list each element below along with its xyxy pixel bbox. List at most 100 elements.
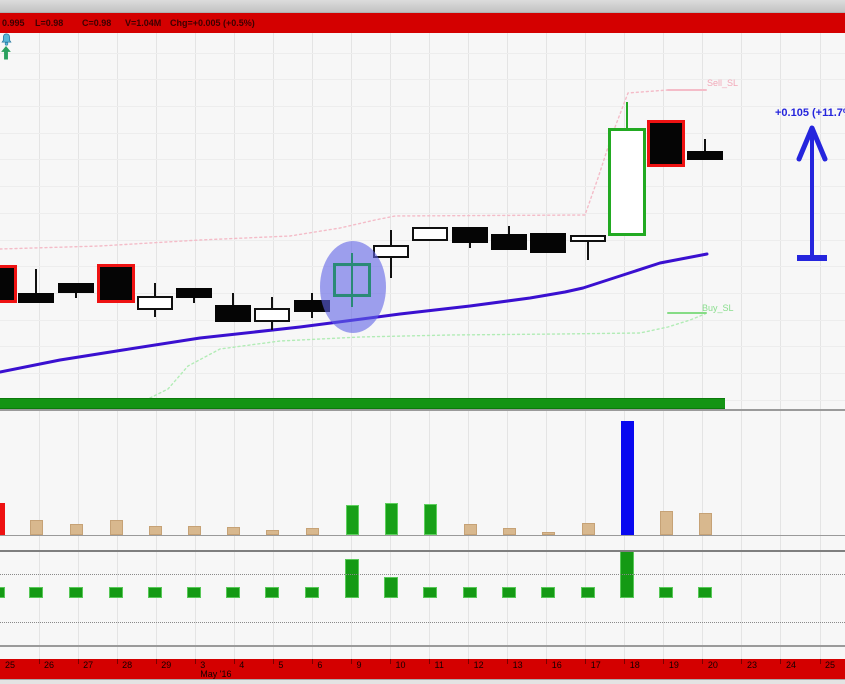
axis-tick	[507, 659, 509, 664]
volume-bar	[265, 530, 279, 535]
separator-axis-top	[0, 645, 845, 647]
date-label: 3	[200, 660, 206, 670]
candle-wick	[704, 139, 706, 160]
candle-12-down	[452, 227, 488, 243]
axis-tick	[819, 659, 821, 664]
candle-25-down	[0, 265, 17, 303]
indicator-bar	[29, 587, 43, 598]
date-label: 24	[786, 660, 797, 670]
move-annotation-label: +0.105 (+11.7%	[775, 107, 845, 119]
gridline	[741, 33, 743, 659]
volume-bar	[620, 421, 634, 535]
volume-bar	[29, 520, 43, 535]
candle-29-up	[137, 296, 173, 310]
date-label: 6	[317, 660, 323, 670]
indicator-bar	[109, 587, 123, 598]
date-label: 13	[512, 660, 523, 670]
date-label: 28	[122, 660, 133, 670]
candle-4-down	[215, 305, 251, 322]
ticker-item: Chg=+0.005 (+0.5%)	[170, 18, 255, 28]
indicator-lower-dotted-line	[0, 622, 845, 623]
axis-tick	[663, 659, 665, 664]
separator-volume-baseline	[0, 535, 845, 536]
indicator-bar	[581, 587, 595, 598]
candle-18-up	[608, 128, 646, 236]
indicator-bar	[423, 587, 437, 598]
volume-bar	[581, 523, 595, 535]
gridline	[0, 79, 845, 81]
axis-tick	[741, 659, 743, 664]
date-label: 17	[590, 660, 601, 670]
candle-28-down	[97, 264, 135, 303]
gridline	[819, 33, 821, 659]
candle-5-up	[254, 308, 290, 322]
indicator-bar	[187, 587, 201, 598]
price-chart-pane[interactable]	[0, 33, 845, 410]
date-label: 19	[668, 660, 679, 670]
date-label: 25	[825, 660, 836, 670]
date-label: 27	[83, 660, 94, 670]
indicator-bar	[305, 587, 319, 598]
volume-bar	[0, 503, 5, 535]
date-label: 10	[395, 660, 406, 670]
month-label: May '16	[200, 669, 232, 679]
indicator-bar	[659, 587, 673, 598]
indicator-bar	[698, 587, 712, 598]
indicator-bar	[265, 587, 279, 598]
ticker-item: 0.995	[2, 18, 25, 28]
date-label: 18	[629, 660, 640, 670]
volume-bar	[109, 520, 123, 535]
gridline	[780, 33, 782, 659]
volume-bar	[502, 528, 516, 535]
alert-bell-icon[interactable]	[0, 33, 13, 46]
axis-tick	[77, 659, 79, 664]
axis-tick	[468, 659, 470, 664]
date-axis[interactable]: 25 26 27 28 29 3 May '16 4 5 6 9 10 11 12 13 16 17 18 19 20…	[0, 659, 845, 679]
volume-bar	[541, 532, 555, 535]
date-label: 25	[5, 660, 16, 670]
axis-tick	[233, 659, 235, 664]
date-label: 5	[278, 660, 284, 670]
axis-tick	[624, 659, 626, 664]
separator-band-bottom	[0, 409, 845, 411]
indicator-bar	[0, 587, 5, 598]
axis-tick	[702, 659, 704, 664]
volume-bar	[69, 524, 83, 535]
date-label: 23	[746, 660, 757, 670]
axis-tick	[116, 659, 118, 664]
candle-20-down	[687, 151, 723, 160]
axis-tick	[350, 659, 352, 664]
volume-pane[interactable]	[0, 411, 845, 535]
candle-13-down	[491, 234, 527, 250]
date-label: 29	[161, 660, 172, 670]
date-label: 12	[473, 660, 484, 670]
candle-19-down	[647, 120, 685, 167]
indicator-bar	[345, 559, 359, 598]
volume-bar	[659, 511, 673, 535]
candle-11-up	[412, 227, 448, 241]
ticker-item: L=0.98	[35, 18, 64, 28]
ticker-bar: 0.995 L=0.98 C=0.98 V=1.04M Chg=+0.005 (+0.5…	[0, 13, 845, 33]
indicator-upper-dotted-line	[0, 574, 845, 575]
volume-bar	[463, 524, 477, 535]
indicator-bar	[541, 587, 555, 598]
indicator-bar	[148, 587, 162, 598]
axis-tick	[155, 659, 157, 664]
date-label: 11	[434, 660, 444, 670]
gridline	[0, 52, 845, 54]
date-label: 26	[44, 660, 55, 670]
indicator-bar	[463, 587, 477, 598]
indicator-pane[interactable]	[0, 551, 845, 646]
indicator-bar	[502, 587, 516, 598]
ticker-item: V=1.04M	[125, 18, 162, 28]
candle-27-down	[58, 283, 94, 293]
candle-17-up	[570, 235, 606, 242]
axis-tick	[38, 659, 40, 664]
axis-tick	[429, 659, 430, 664]
volume-bar	[384, 503, 398, 535]
titlebar	[0, 0, 845, 13]
indicator-bar	[69, 587, 83, 598]
candle-3-down	[176, 288, 212, 298]
candle-9-signal	[333, 263, 371, 297]
